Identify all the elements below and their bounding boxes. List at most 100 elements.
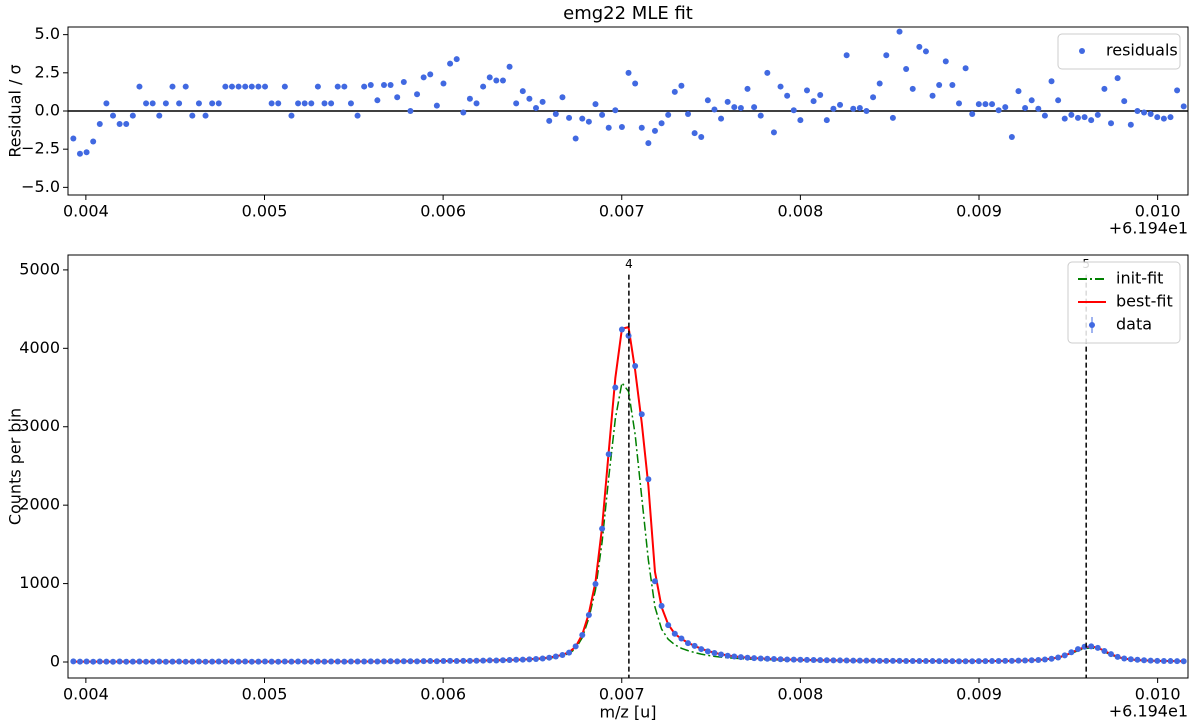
x-tick-label: 0.004: [63, 202, 109, 221]
data-point: [711, 106, 718, 113]
data-point: [995, 107, 1002, 114]
data-point: [817, 91, 824, 98]
y-tick-label: 2000: [19, 495, 60, 514]
data-point: [1035, 105, 1042, 112]
x-tick-label: 0.006: [420, 685, 466, 704]
data-point: [255, 83, 262, 90]
data-point: [995, 657, 1002, 664]
data-point: [427, 658, 434, 665]
chart-title: emg22 MLE fit: [563, 3, 693, 24]
data-point: [506, 657, 513, 664]
peak-label: 4: [625, 257, 633, 271]
data-point: [704, 648, 711, 655]
data-point: [1061, 115, 1068, 122]
data-point: [929, 92, 936, 99]
data-point: [883, 657, 890, 664]
data-point: [321, 658, 328, 665]
data-point: [149, 658, 156, 665]
data-point: [559, 94, 566, 101]
data-point: [896, 28, 903, 35]
data-point: [903, 657, 910, 664]
data-point: [989, 658, 996, 665]
data-point: [513, 100, 520, 107]
data-point: [328, 100, 335, 107]
data-point: [1174, 87, 1181, 94]
data-point: [526, 95, 533, 102]
data-point: [400, 78, 407, 85]
data-point: [546, 654, 553, 661]
data-point: [295, 658, 302, 665]
data-point: [803, 656, 810, 663]
data-point: [420, 658, 427, 665]
data-point: [678, 82, 685, 89]
data-point: [909, 85, 916, 92]
data-point: [162, 658, 169, 665]
data-point: [103, 658, 110, 665]
y-tick-label: 5000: [19, 259, 60, 278]
y-tick-label: −2.5: [21, 139, 60, 158]
data-point: [1055, 654, 1062, 661]
data-point: [354, 112, 361, 119]
data-point: [328, 658, 335, 665]
data-point: [770, 656, 777, 663]
data-point: [843, 657, 850, 664]
data-point: [658, 120, 665, 127]
data-point: [863, 108, 870, 114]
data-point: [1081, 114, 1088, 121]
legend-marker: [1079, 48, 1085, 54]
data-point: [334, 658, 341, 665]
data-point: [176, 658, 183, 665]
data-point: [1167, 114, 1174, 121]
data-point: [837, 101, 844, 108]
data-point: [969, 111, 976, 118]
data-point: [202, 112, 209, 119]
data-point: [784, 656, 791, 663]
data-point: [784, 92, 791, 99]
data-point: [1055, 97, 1062, 104]
data-point: [308, 100, 315, 107]
data-point: [341, 658, 348, 665]
x-tick-label: 0.004: [63, 685, 109, 704]
data-point: [737, 104, 744, 111]
data-point: [262, 658, 269, 665]
data-point: [169, 83, 176, 90]
data-point: [281, 658, 288, 665]
data-point: [460, 109, 467, 116]
data-point: [453, 56, 460, 63]
data-point: [605, 124, 612, 131]
data-point: [975, 101, 982, 108]
data-point: [1127, 656, 1134, 663]
data-point: [308, 658, 315, 665]
data-point: [585, 611, 592, 618]
data-point: [599, 525, 606, 532]
data-point: [473, 657, 480, 664]
data-point: [982, 658, 989, 665]
data-point: [632, 80, 639, 87]
data-point: [1048, 78, 1055, 85]
data-point: [566, 649, 573, 656]
data-point: [605, 451, 612, 458]
data-point: [579, 631, 586, 638]
data-point: [651, 127, 658, 134]
legend: residuals: [1057, 33, 1181, 70]
data-point: [414, 91, 421, 98]
data-point: [942, 658, 949, 665]
data-point: [817, 657, 824, 664]
data-point: [889, 657, 896, 664]
data-point: [473, 100, 480, 107]
data-point: [1002, 657, 1009, 664]
data-point: [460, 657, 467, 664]
data-point: [374, 97, 381, 104]
data-point: [638, 411, 645, 418]
data-point: [242, 83, 249, 90]
data-point: [433, 658, 440, 665]
data-point: [1094, 111, 1101, 118]
data-point: [876, 80, 883, 87]
data-point: [1101, 648, 1108, 655]
data-point: [414, 658, 421, 665]
x-tick-label: 0.010: [1135, 202, 1181, 221]
data-point: [493, 77, 500, 84]
data-point: [347, 100, 354, 107]
data-point: [744, 85, 751, 92]
data-point: [90, 658, 97, 665]
